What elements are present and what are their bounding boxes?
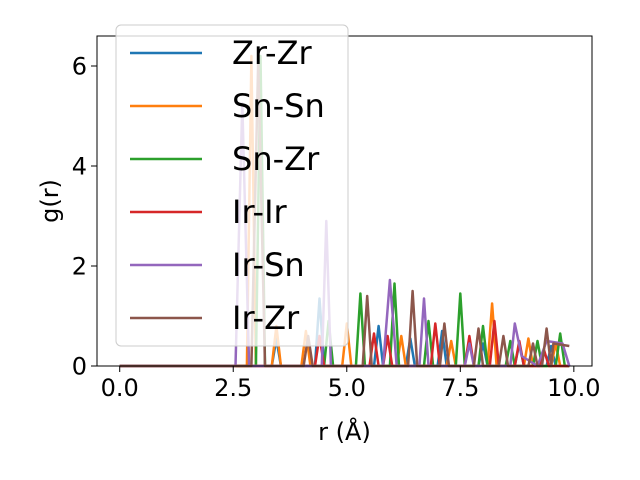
legend-item-ir-zr: Ir-Zr [130,299,300,337]
legend: Zr-Zr Sn-Sn Sn-Zr Ir-Ir Ir-Sn Ir-Zr [115,24,349,347]
x-tick-label: 0.0 [101,374,139,402]
legend-label: Ir-Sn [232,246,305,284]
x-tick-label: 7.5 [441,374,479,402]
legend-item-sn-zr: Sn-Zr [130,140,320,178]
legend-box [115,24,349,347]
legend-item-sn-sn: Sn-Sn [130,87,325,125]
legend-item-ir-sn: Ir-Sn [130,246,305,284]
x-axis-label: r (Å) [318,417,371,446]
y-tick-label: 6 [72,53,87,81]
legend-label: Ir-Zr [232,299,300,337]
legend-label: Ir-Ir [232,193,288,231]
y-tick-label: 0 [72,353,87,381]
legend-label: Zr-Zr [232,34,313,72]
x-tick-label: 2.5 [214,374,252,402]
y-tick-label: 4 [72,153,87,181]
legend-label: Sn-Zr [232,140,320,178]
legend-item-ir-ir: Ir-Ir [130,193,288,231]
x-axis: 0.0 2.5 5.0 7.5 10.0 [101,366,601,402]
x-tick-label: 10.0 [547,374,600,402]
y-axis: 0 2 4 6 [72,53,97,381]
legend-item-zr-zr: Zr-Zr [130,34,313,72]
y-axis-label: g(r) [36,179,64,223]
legend-label: Sn-Sn [232,87,325,125]
x-tick-label: 5.0 [328,374,366,402]
y-tick-label: 2 [72,253,87,281]
